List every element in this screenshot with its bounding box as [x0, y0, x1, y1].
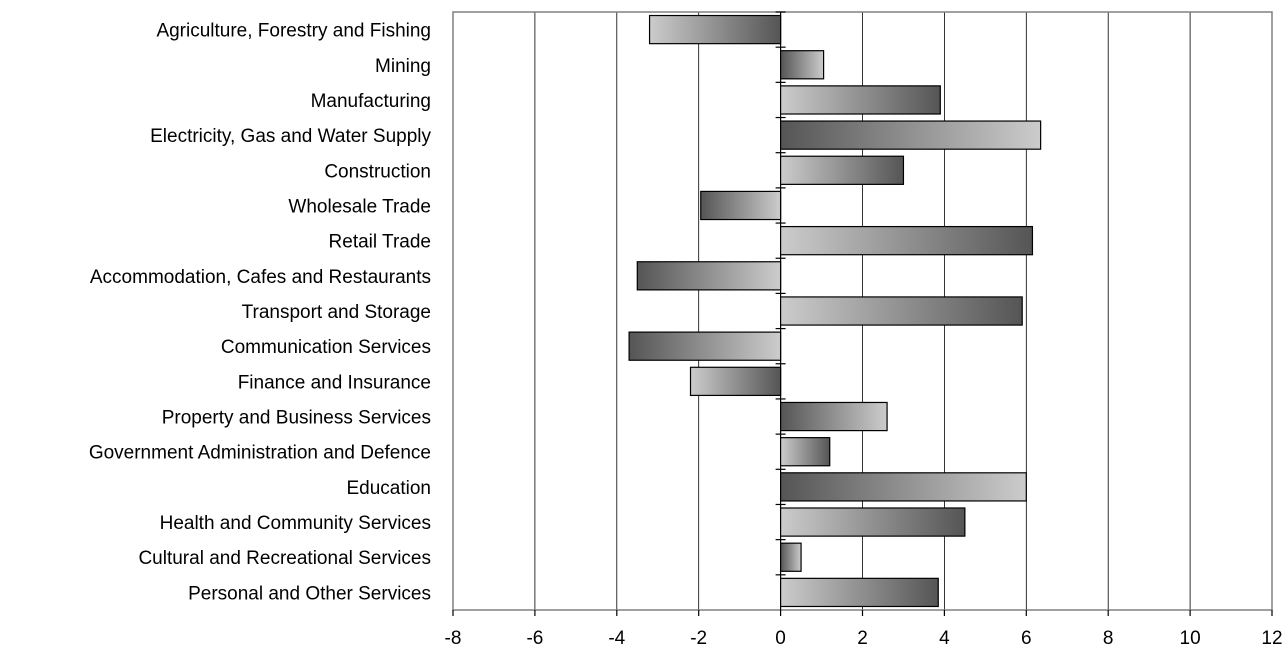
x-tick-label: -6 — [526, 628, 543, 649]
category-label: Cultural and Recreational Services — [138, 548, 431, 569]
bars-layer — [628, 14, 1042, 608]
x-axis-ticks: -8 -6 -4 -2 0 2 4 6 8 10 12 — [445, 11, 1283, 649]
category-label: Manufacturing — [311, 91, 431, 112]
category-label: Electricity, Gas and Water Supply — [150, 126, 431, 147]
x-tick-label: 6 — [1021, 628, 1032, 649]
category-label: Wholesale Trade — [288, 196, 431, 217]
x-tick-label: -4 — [608, 628, 625, 649]
category-label: Government Administration and Defence — [89, 443, 431, 464]
category-labels: Agriculture, Forestry and Fishing Mining M… — [89, 21, 432, 605]
category-label: Finance and Insurance — [238, 372, 431, 393]
category-label: Property and Business Services — [162, 408, 431, 429]
bar — [779, 50, 825, 80]
bar — [779, 120, 1042, 150]
bar — [689, 366, 782, 397]
x-tick-label: 0 — [775, 628, 786, 649]
bar — [700, 190, 782, 221]
bar — [779, 507, 966, 537]
category-label: Transport and Storage — [242, 302, 431, 323]
category-label: Retail Trade — [329, 232, 431, 253]
x-tick-label: 4 — [939, 628, 950, 649]
x-tick-label: 8 — [1103, 628, 1114, 649]
category-label: Education — [346, 478, 431, 499]
bar — [779, 85, 941, 115]
bar — [779, 437, 831, 467]
category-label: Health and Community Services — [160, 513, 431, 534]
category-label: Personal and Other Services — [188, 583, 431, 604]
bar — [628, 331, 782, 361]
bar — [779, 225, 1034, 256]
bar — [648, 14, 782, 45]
category-label: Accommodation, Cafes and Restaurants — [90, 267, 431, 288]
x-tick-label: -8 — [445, 628, 462, 649]
x-tick-label: 10 — [1180, 628, 1201, 649]
bar — [779, 155, 905, 185]
category-label: Construction — [324, 161, 431, 182]
x-tick-label: -2 — [690, 628, 707, 649]
bar — [779, 296, 1023, 326]
bar — [779, 542, 802, 572]
category-label: Mining — [375, 56, 431, 77]
bar — [779, 401, 888, 432]
category-label: Communication Services — [221, 337, 431, 358]
bar — [779, 472, 1027, 502]
bar — [779, 577, 939, 608]
bar — [636, 261, 782, 291]
x-tick-label: 2 — [857, 628, 868, 649]
category-label: Agriculture, Forestry and Fishing — [156, 21, 431, 42]
x-tick-label: 12 — [1261, 628, 1282, 649]
